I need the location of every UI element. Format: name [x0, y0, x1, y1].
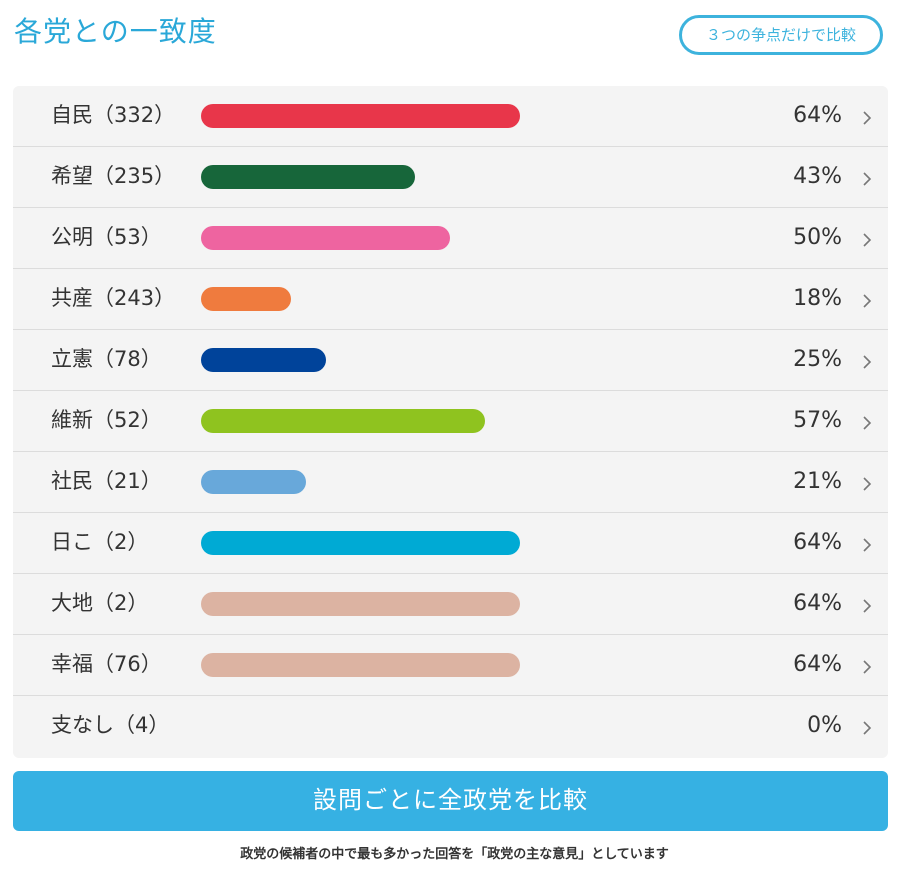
party-name: 自民（332） — [51, 103, 176, 127]
party-name: 共産（243） — [51, 286, 176, 310]
party-name: 維新（52） — [51, 408, 162, 432]
agreement-bar-fill — [201, 409, 485, 433]
party-name: 幸福（76） — [51, 652, 162, 676]
agreement-bar-fill — [201, 226, 450, 250]
chevron-right-icon — [856, 534, 878, 556]
party-name: 支なし（4） — [51, 713, 170, 737]
chevron-right-icon — [856, 107, 878, 129]
party-row[interactable]: 維新（52） 57% — [13, 391, 888, 452]
agreement-bar-fill — [201, 287, 291, 311]
party-row[interactable]: 日こ（2） 64% — [13, 513, 888, 574]
party-row[interactable]: 社民（21） 21% — [13, 452, 888, 513]
agreement-bar-fill — [201, 653, 520, 677]
compare-three-issues-button[interactable]: ３つの争点だけで比較 — [679, 15, 883, 55]
agreement-percent: 21% — [793, 469, 842, 494]
agreement-bar-fill — [201, 531, 520, 555]
page-title: 各党との一致度 — [14, 15, 217, 48]
party-row[interactable]: 希望（235） 43% — [13, 147, 888, 208]
agreement-bar — [201, 592, 520, 616]
chevron-right-icon — [856, 656, 878, 678]
agreement-percent: 43% — [793, 164, 842, 189]
chevron-right-icon — [856, 351, 878, 373]
chevron-right-icon — [856, 595, 878, 617]
agreement-percent: 57% — [793, 408, 842, 433]
footnote: 政党の候補者の中で最も多かった回答を「政党の主な意見」としています — [240, 847, 669, 862]
party-row[interactable]: 立憲（78） 25% — [13, 330, 888, 391]
agreement-bar — [201, 470, 520, 494]
party-list: 自民（332） 64% 希望（235） 43% 公明（53） 50% 共産（243） 18% 立… — [13, 86, 888, 758]
agreement-bar-fill — [201, 104, 520, 128]
agreement-percent: 25% — [793, 347, 842, 372]
agreement-percent: 0% — [807, 713, 842, 738]
header: 各党との一致度 ３つの争点だけで比較 — [0, 0, 909, 80]
party-name: 公明（53） — [51, 225, 162, 249]
chevron-right-icon — [856, 168, 878, 190]
chevron-right-icon — [856, 412, 878, 434]
party-row[interactable]: 支なし（4） 0% — [13, 696, 888, 757]
party-row[interactable]: 幸福（76） 64% — [13, 635, 888, 696]
chevron-right-icon — [856, 473, 878, 495]
agreement-percent: 64% — [793, 530, 842, 555]
agreement-bar-fill — [201, 165, 415, 189]
agreement-bar — [201, 226, 520, 250]
agreement-percent: 64% — [793, 103, 842, 128]
agreement-bar — [201, 653, 520, 677]
chevron-right-icon — [856, 717, 878, 739]
agreement-bar — [201, 287, 520, 311]
party-row[interactable]: 共産（243） 18% — [13, 269, 888, 330]
agreement-percent: 50% — [793, 225, 842, 250]
compare-all-parties-button[interactable]: 設問ごとに全政党を比較 — [13, 771, 888, 831]
agreement-bar — [201, 165, 520, 189]
party-name: 日こ（2） — [51, 530, 149, 554]
agreement-percent: 64% — [793, 652, 842, 677]
agreement-percent: 18% — [793, 286, 842, 311]
agreement-bar-fill — [201, 348, 326, 372]
agreement-bar — [201, 104, 520, 128]
agreement-bar-fill — [201, 470, 306, 494]
party-row[interactable]: 公明（53） 50% — [13, 208, 888, 269]
agreement-bar — [201, 348, 520, 372]
party-name: 社民（21） — [51, 469, 162, 493]
chevron-right-icon — [856, 229, 878, 251]
party-name: 立憲（78） — [51, 347, 162, 371]
agreement-bar-fill — [201, 592, 520, 616]
party-row[interactable]: 自民（332） 64% — [13, 86, 888, 147]
agreement-percent: 64% — [793, 591, 842, 616]
party-name: 大地（2） — [51, 591, 149, 615]
party-row[interactable]: 大地（2） 64% — [13, 574, 888, 635]
agreement-bar — [201, 531, 520, 555]
agreement-bar — [201, 409, 520, 433]
chevron-right-icon — [856, 290, 878, 312]
party-name: 希望（235） — [51, 164, 176, 188]
